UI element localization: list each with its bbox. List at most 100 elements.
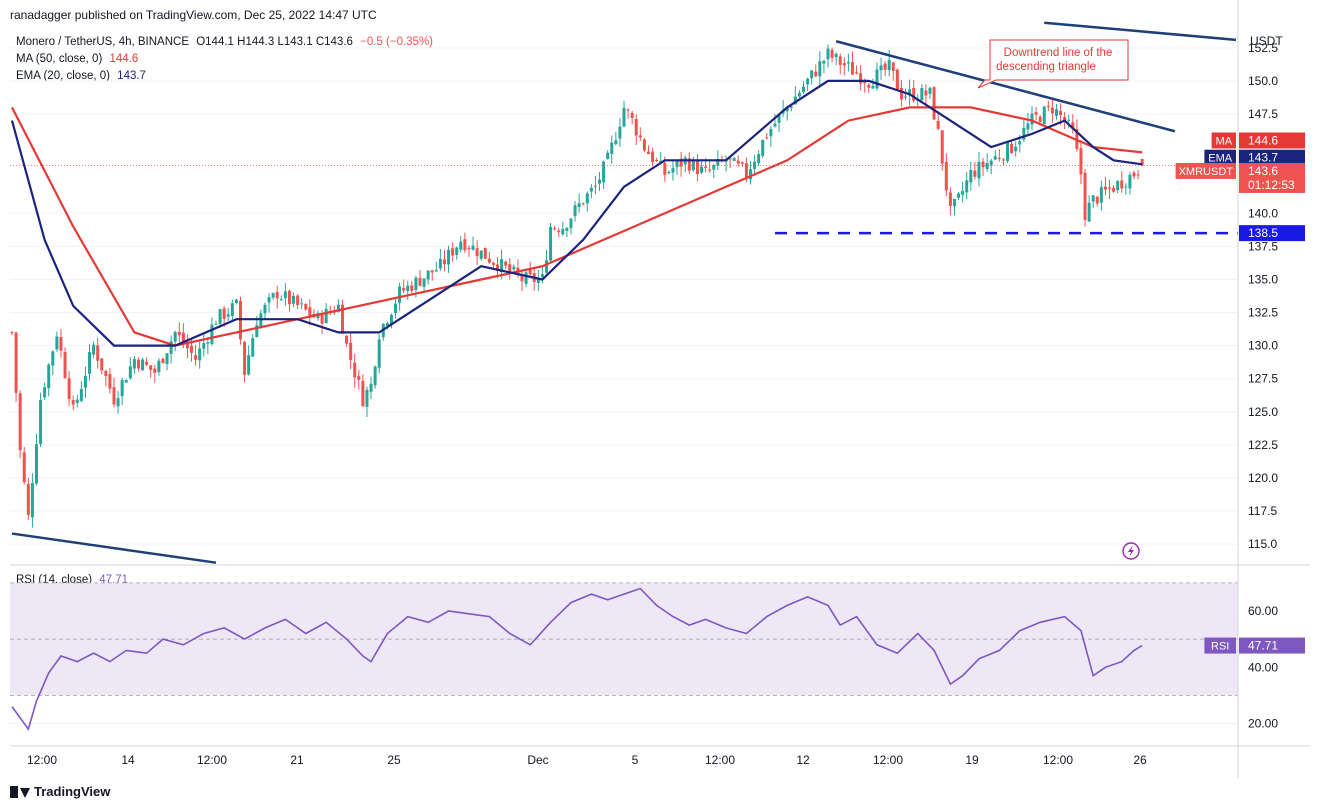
currency-label: USDT [1250, 34, 1283, 48]
candle-body [487, 258, 491, 263]
candle-body [638, 135, 642, 138]
rsi-axis-tag-value: 47.71 [1248, 639, 1278, 653]
time-tick-label: 26 [1133, 753, 1147, 767]
candles [10, 44, 1144, 528]
candle-body [610, 142, 614, 154]
candle-body [1018, 141, 1022, 145]
price-tick-label: 130.0 [1248, 339, 1278, 353]
rsi-axis-tag-label: RSI [1211, 641, 1229, 653]
price-tick-label: 150.0 [1248, 74, 1278, 88]
ema-legend-label: EMA (20, close, 0) [16, 70, 110, 82]
candle-body [855, 72, 859, 74]
candle-body [700, 166, 704, 173]
candle-body [663, 162, 667, 175]
candle-body [243, 341, 247, 375]
candle-body [1087, 202, 1091, 222]
candle-body [300, 303, 304, 305]
candle-body [1108, 187, 1112, 189]
candle-body [190, 345, 194, 353]
candle-body [230, 303, 234, 317]
rsi-tick-label: 20.00 [1248, 717, 1278, 731]
candle-body [969, 169, 973, 183]
rsi-level-lines [10, 582, 1238, 696]
support-axis-tag-value: 138.5 [1248, 226, 1278, 240]
candle-body [1038, 116, 1042, 123]
candle-body [1132, 172, 1136, 177]
candle-body [14, 332, 18, 393]
ma-axis-tag: MA 144.6 [1211, 132, 1305, 149]
candle-body [924, 90, 928, 96]
candle-body [667, 172, 671, 174]
candle-body [226, 314, 230, 317]
candle-body [540, 274, 544, 278]
candle-body [251, 338, 255, 357]
lightning-icon[interactable] [1122, 542, 1140, 560]
candle-body [116, 398, 120, 407]
candle-body [651, 151, 655, 163]
candle-body [336, 304, 340, 312]
price-axis-tag-countdown: 01:12:53 [1248, 178, 1295, 192]
candle-body [695, 160, 699, 175]
candle-body [679, 158, 683, 167]
candle-body [340, 304, 344, 334]
candle-body [283, 291, 287, 299]
candle-body [136, 359, 140, 369]
candle-body [100, 358, 104, 371]
price-tick-label: 147.5 [1248, 107, 1278, 121]
rsi-line [11, 587, 1143, 731]
candle-body [222, 308, 226, 319]
candle-body [1103, 186, 1107, 190]
candle-body [606, 152, 610, 160]
annotation-callout: Downtrend line of the descending triangl… [977, 39, 1129, 89]
candle-body [1136, 174, 1140, 176]
time-tick-label: 12:00 [1043, 753, 1073, 767]
high-value: H144.3 [237, 36, 275, 48]
candle-body [842, 63, 846, 66]
candle-body [952, 199, 956, 207]
candle-body [557, 230, 561, 233]
candle-body [675, 160, 679, 168]
candle-body [879, 65, 883, 71]
candle-body [377, 339, 381, 368]
candle-body [744, 163, 748, 177]
candle-body [324, 308, 328, 324]
candle-body [79, 389, 83, 401]
time-tick-label: 14 [121, 753, 135, 767]
low-value: L143.1 [277, 36, 313, 48]
candle-body [483, 247, 487, 259]
candle-body [451, 248, 455, 256]
candle-body [883, 63, 887, 70]
tradingview-logo[interactable]: TradingView [10, 784, 110, 799]
candle-body [728, 158, 732, 160]
candle-body [1010, 143, 1014, 154]
candle-body [1128, 174, 1132, 189]
ma-axis-tag-label-box [1211, 132, 1236, 149]
candle-body [271, 293, 275, 298]
candle-body [826, 48, 830, 60]
price-tick-label: 115.0 [1248, 537, 1277, 551]
ma-line [11, 106, 1143, 347]
candle-body [153, 368, 157, 373]
price-tick-label: 140.0 [1248, 206, 1278, 220]
price-tick-label: 135.0 [1248, 272, 1278, 286]
candle-body [565, 228, 569, 231]
candle-body [247, 355, 251, 375]
candle-body [830, 49, 834, 58]
candle-body [279, 298, 283, 300]
candle-body [479, 250, 483, 259]
candle-body [361, 380, 365, 407]
candle-body [1140, 159, 1144, 166]
symbol-legend: Monero / TetherUS, 4h, BINANCE O144.1 H1… [16, 36, 433, 48]
candle-body [793, 96, 797, 105]
candle-body [177, 331, 181, 336]
candle-body [500, 259, 504, 273]
candle-body [369, 383, 373, 392]
candle-body [602, 161, 606, 183]
support-axis-tag: 138.5 [1239, 225, 1305, 242]
candle-body [287, 290, 291, 305]
symbol-title: Monero / TetherUS, 4h, BINANCE [16, 36, 189, 48]
candle-body [630, 112, 634, 118]
candle-body [438, 258, 442, 269]
candle-body [908, 89, 912, 96]
